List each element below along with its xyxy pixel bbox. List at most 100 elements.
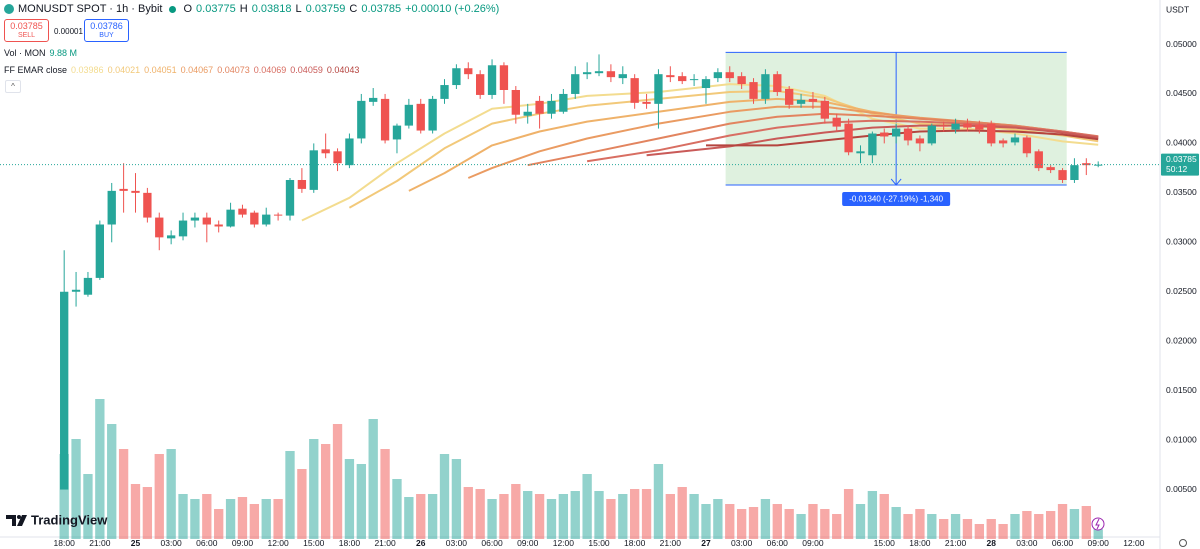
symbol: MONUSDT SPOT · 1h · Bybit (18, 3, 163, 15)
candle-body (190, 217, 200, 221)
volume-bar (320, 444, 331, 539)
candle-body (178, 220, 188, 237)
candle-body (939, 125, 948, 127)
volume-bar (178, 494, 188, 539)
volume-bar (582, 474, 592, 539)
volume-bar (974, 524, 985, 539)
candle-body (262, 214, 271, 225)
candle-body (856, 151, 865, 154)
ohlc-letter: C (349, 3, 358, 15)
y-tick-label: 0.04000 (1166, 138, 1197, 148)
volume-bar (1069, 509, 1080, 539)
x-tick-label: 15:00 (588, 538, 610, 548)
alert-bolt (1095, 518, 1100, 530)
volume-bar (404, 497, 414, 539)
candle-body (832, 117, 841, 127)
low-value: 0.03759 (305, 3, 346, 15)
high-value: 0.03818 (251, 3, 292, 15)
x-tick-label: 25 (131, 538, 141, 548)
candle-body (487, 65, 497, 95)
candle-body (594, 71, 604, 74)
spread: 0.00001 (54, 27, 83, 36)
volume-bar (701, 504, 711, 539)
candle-body (404, 104, 414, 126)
ema-value: 0.04043 (326, 65, 360, 75)
volume-bar (998, 524, 1008, 539)
volume-bar (927, 514, 937, 539)
ema-row: FF EMAR close 0.03986 0.04021 0.04051 0.040… (4, 65, 359, 75)
volume-bar (214, 509, 224, 539)
y-tick-label: 0.01500 (1166, 385, 1197, 395)
candle-body (95, 224, 104, 278)
ohlc-letter: L (295, 3, 302, 15)
volume-bar (950, 514, 961, 539)
x-tick-label: 03:00 (1016, 538, 1038, 548)
candle-body (369, 97, 378, 102)
candle-body (155, 217, 164, 238)
x-tick-label: 12:00 (553, 538, 575, 548)
candle-body (761, 74, 770, 99)
x-tick-label: 28 (986, 538, 996, 548)
x-tick-label: 03:00 (731, 538, 753, 548)
candle-body (737, 76, 746, 85)
volume-bar (523, 491, 533, 539)
x-tick-label: 27 (701, 538, 711, 548)
buy-button[interactable]: 0.03786 BUY (84, 19, 129, 42)
volume-bar (499, 494, 509, 539)
candle-body (868, 133, 877, 156)
volume-title: Vol · MON (4, 48, 46, 58)
volume-bar (594, 491, 604, 539)
candle-body (202, 217, 211, 225)
candle-body (571, 74, 580, 94)
volume-bar (332, 424, 343, 539)
measure-label-box (842, 191, 951, 206)
volume-bar (309, 439, 319, 539)
volume-bar (879, 494, 889, 539)
candle-body (1070, 165, 1079, 180)
volume-bar (808, 504, 818, 539)
candle-body (345, 138, 354, 166)
x-tick-label: 09:00 (802, 538, 824, 548)
volume-bar (249, 504, 260, 539)
collapse-button[interactable]: ^ (5, 80, 21, 93)
change: +0.00010 (+0.26%) (405, 3, 500, 15)
volume-bar (273, 499, 283, 539)
volume-bar (534, 494, 545, 539)
candle-body (915, 138, 925, 144)
volume-bar (546, 499, 557, 539)
candle-body (380, 98, 390, 141)
volume-bar (71, 439, 81, 539)
volume-bar (891, 507, 901, 539)
volume-bar (653, 464, 664, 539)
buy-price: 0.03786 (90, 21, 123, 31)
sell-price: 0.03785 (10, 21, 43, 31)
x-tick-label: 12:00 (267, 538, 289, 548)
volume-bar (713, 499, 723, 539)
candle-body (523, 111, 532, 116)
y-tick-label: 0.05000 (1166, 39, 1197, 49)
volume-bar (641, 489, 652, 539)
candle-body (559, 93, 568, 112)
volume-bar (297, 469, 307, 539)
candle-body (678, 76, 687, 82)
candle-body (416, 103, 425, 131)
volume-bar (630, 489, 640, 539)
y-tick-label: 0.01000 (1166, 434, 1197, 444)
x-tick-label: 03:00 (161, 538, 183, 548)
volume-bar (1057, 504, 1068, 539)
candle-body (618, 74, 627, 79)
volume-bar (760, 499, 771, 539)
y-tick-label: 0.00500 (1166, 484, 1197, 494)
candle-body (499, 65, 509, 90)
x-tick-label: 15:00 (303, 538, 325, 548)
candle-body (392, 125, 402, 140)
sell-button[interactable]: 0.03785 SELL (4, 19, 49, 42)
ema-value: 0.04067 (180, 65, 214, 75)
volume-bar (190, 499, 200, 539)
candle-body (107, 190, 116, 225)
volume-bar (962, 519, 973, 539)
volume-value: 9.88 M (49, 48, 78, 58)
brand-dot (17, 515, 21, 519)
candle-body (689, 79, 699, 81)
